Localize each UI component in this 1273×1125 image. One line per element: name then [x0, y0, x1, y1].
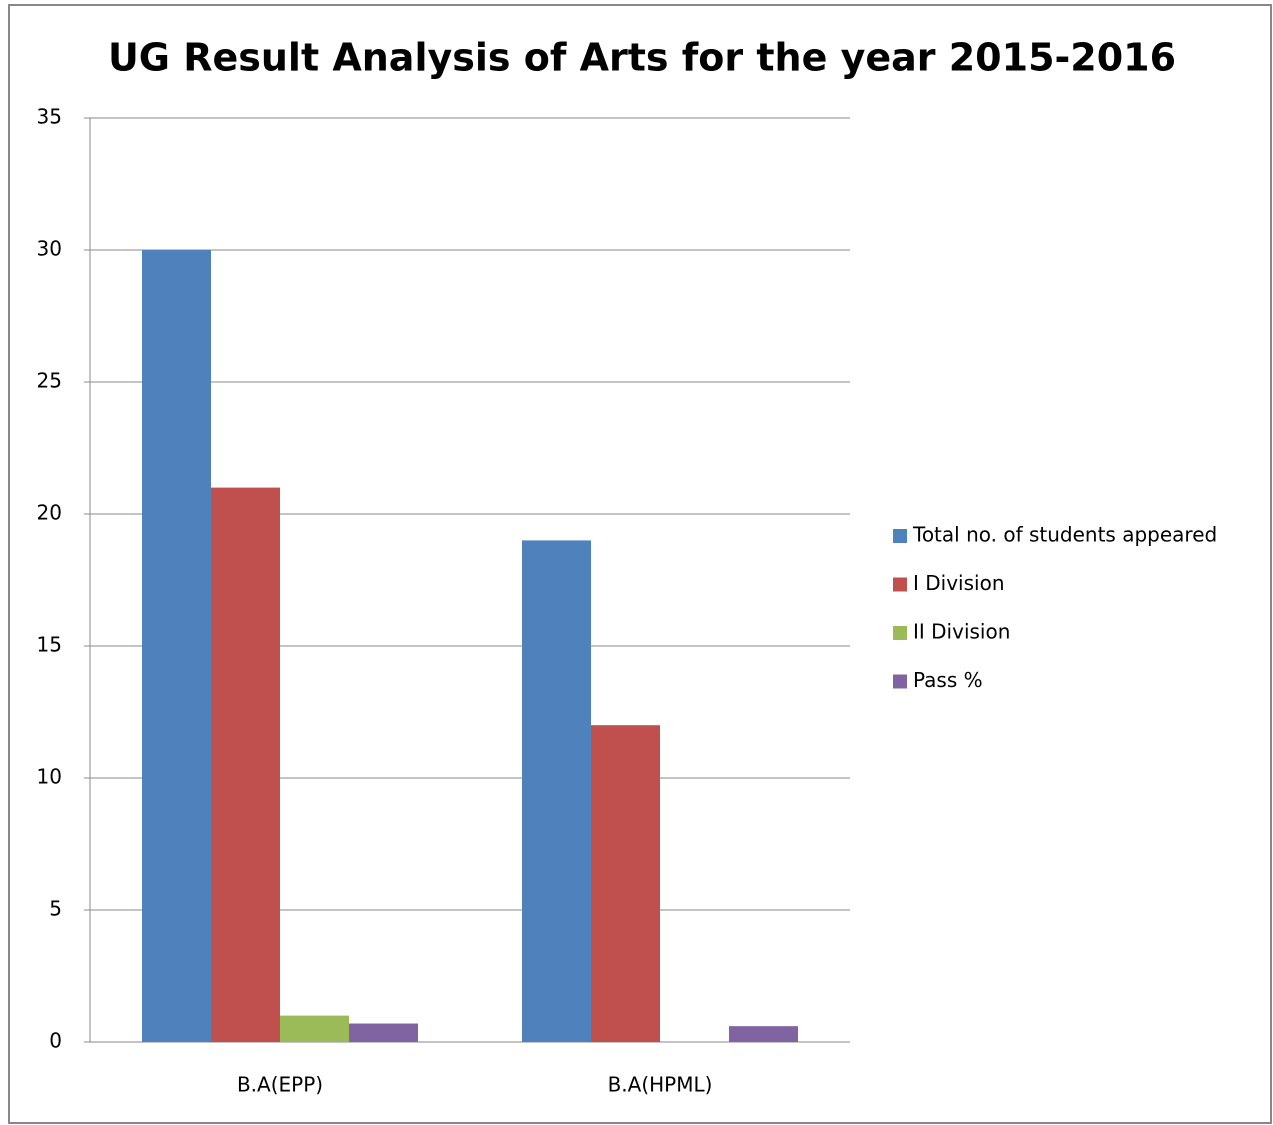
y-tick-label: 15: [37, 633, 62, 657]
legend-label: I Division: [913, 571, 1005, 595]
y-tick-label: 35: [37, 105, 62, 129]
x-tick-label: B.A(EPP): [237, 1073, 323, 1097]
bar: [729, 1026, 798, 1042]
legend-swatch: [893, 626, 907, 640]
y-tick-label: 20: [37, 501, 62, 525]
legend-swatch: [893, 674, 907, 689]
legend-swatch: [893, 577, 907, 592]
bar: [522, 540, 591, 1042]
bar: [142, 250, 211, 1042]
bar: [591, 725, 660, 1042]
bar: [280, 1015, 349, 1042]
chart-title: UG Result Analysis of Arts for the year …: [108, 36, 1176, 80]
y-tick-label: 25: [37, 369, 62, 393]
y-tick-label: 10: [37, 765, 62, 789]
legend-label: Pass %: [913, 668, 983, 692]
y-tick-label: 5: [49, 897, 62, 921]
bar: [211, 487, 280, 1043]
bar: [349, 1023, 418, 1042]
y-tick-label: 30: [37, 237, 62, 261]
x-tick-label: B.A(HPML): [608, 1073, 713, 1097]
y-tick-label: 0: [49, 1029, 62, 1053]
legend-swatch: [893, 529, 907, 543]
legend-label: Total no. of students appeared: [912, 523, 1217, 547]
legend-label: II Division: [913, 620, 1010, 644]
